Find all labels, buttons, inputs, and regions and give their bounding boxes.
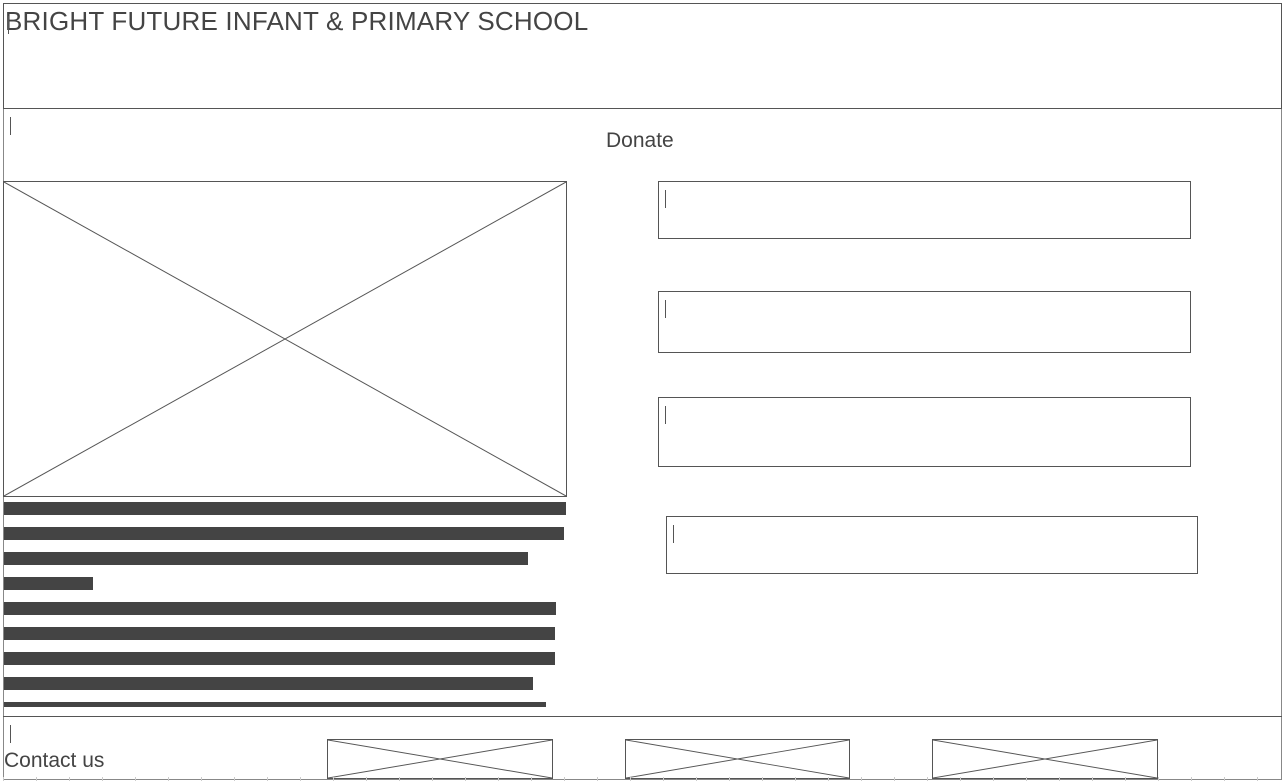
text-line: [4, 677, 533, 690]
image-placeholder-icon: [933, 740, 1157, 778]
site-header: [3, 3, 1282, 109]
contact-us-link[interactable]: Contact us: [4, 749, 105, 772]
text-line: [4, 527, 564, 540]
text-line: [4, 702, 546, 707]
footer-caret: [10, 725, 11, 743]
section-caret: [10, 117, 11, 135]
text-line: [4, 502, 566, 515]
text-line: [4, 577, 93, 590]
image-placeholder-icon: [4, 182, 566, 496]
footer-ruler: [3, 777, 1282, 781]
header-caret: [8, 16, 9, 34]
donate-field-2[interactable]: [658, 291, 1191, 353]
text-line: [4, 552, 528, 565]
text-line: [4, 602, 556, 615]
image-placeholder-icon: [328, 740, 552, 778]
footer-image-3: [932, 739, 1158, 779]
text-caret: [665, 406, 666, 424]
site-footer: [3, 716, 1282, 780]
footer-image-1: [327, 739, 553, 779]
donate-field-3[interactable]: [658, 397, 1191, 467]
text-caret: [665, 190, 666, 208]
text-block: [4, 502, 569, 719]
image-placeholder-icon: [626, 740, 849, 778]
donate-heading: Donate: [606, 129, 674, 152]
text-line: [4, 652, 555, 665]
text-line: [4, 627, 555, 640]
text-caret: [665, 300, 666, 318]
donate-field-4[interactable]: [666, 516, 1198, 574]
donate-field-1[interactable]: [658, 181, 1191, 239]
main-image-placeholder: [3, 181, 567, 497]
text-caret: [673, 525, 674, 543]
footer-image-2: [625, 739, 850, 779]
site-title: BRIGHT FUTURE INFANT & PRIMARY SCHOOL: [5, 6, 589, 36]
